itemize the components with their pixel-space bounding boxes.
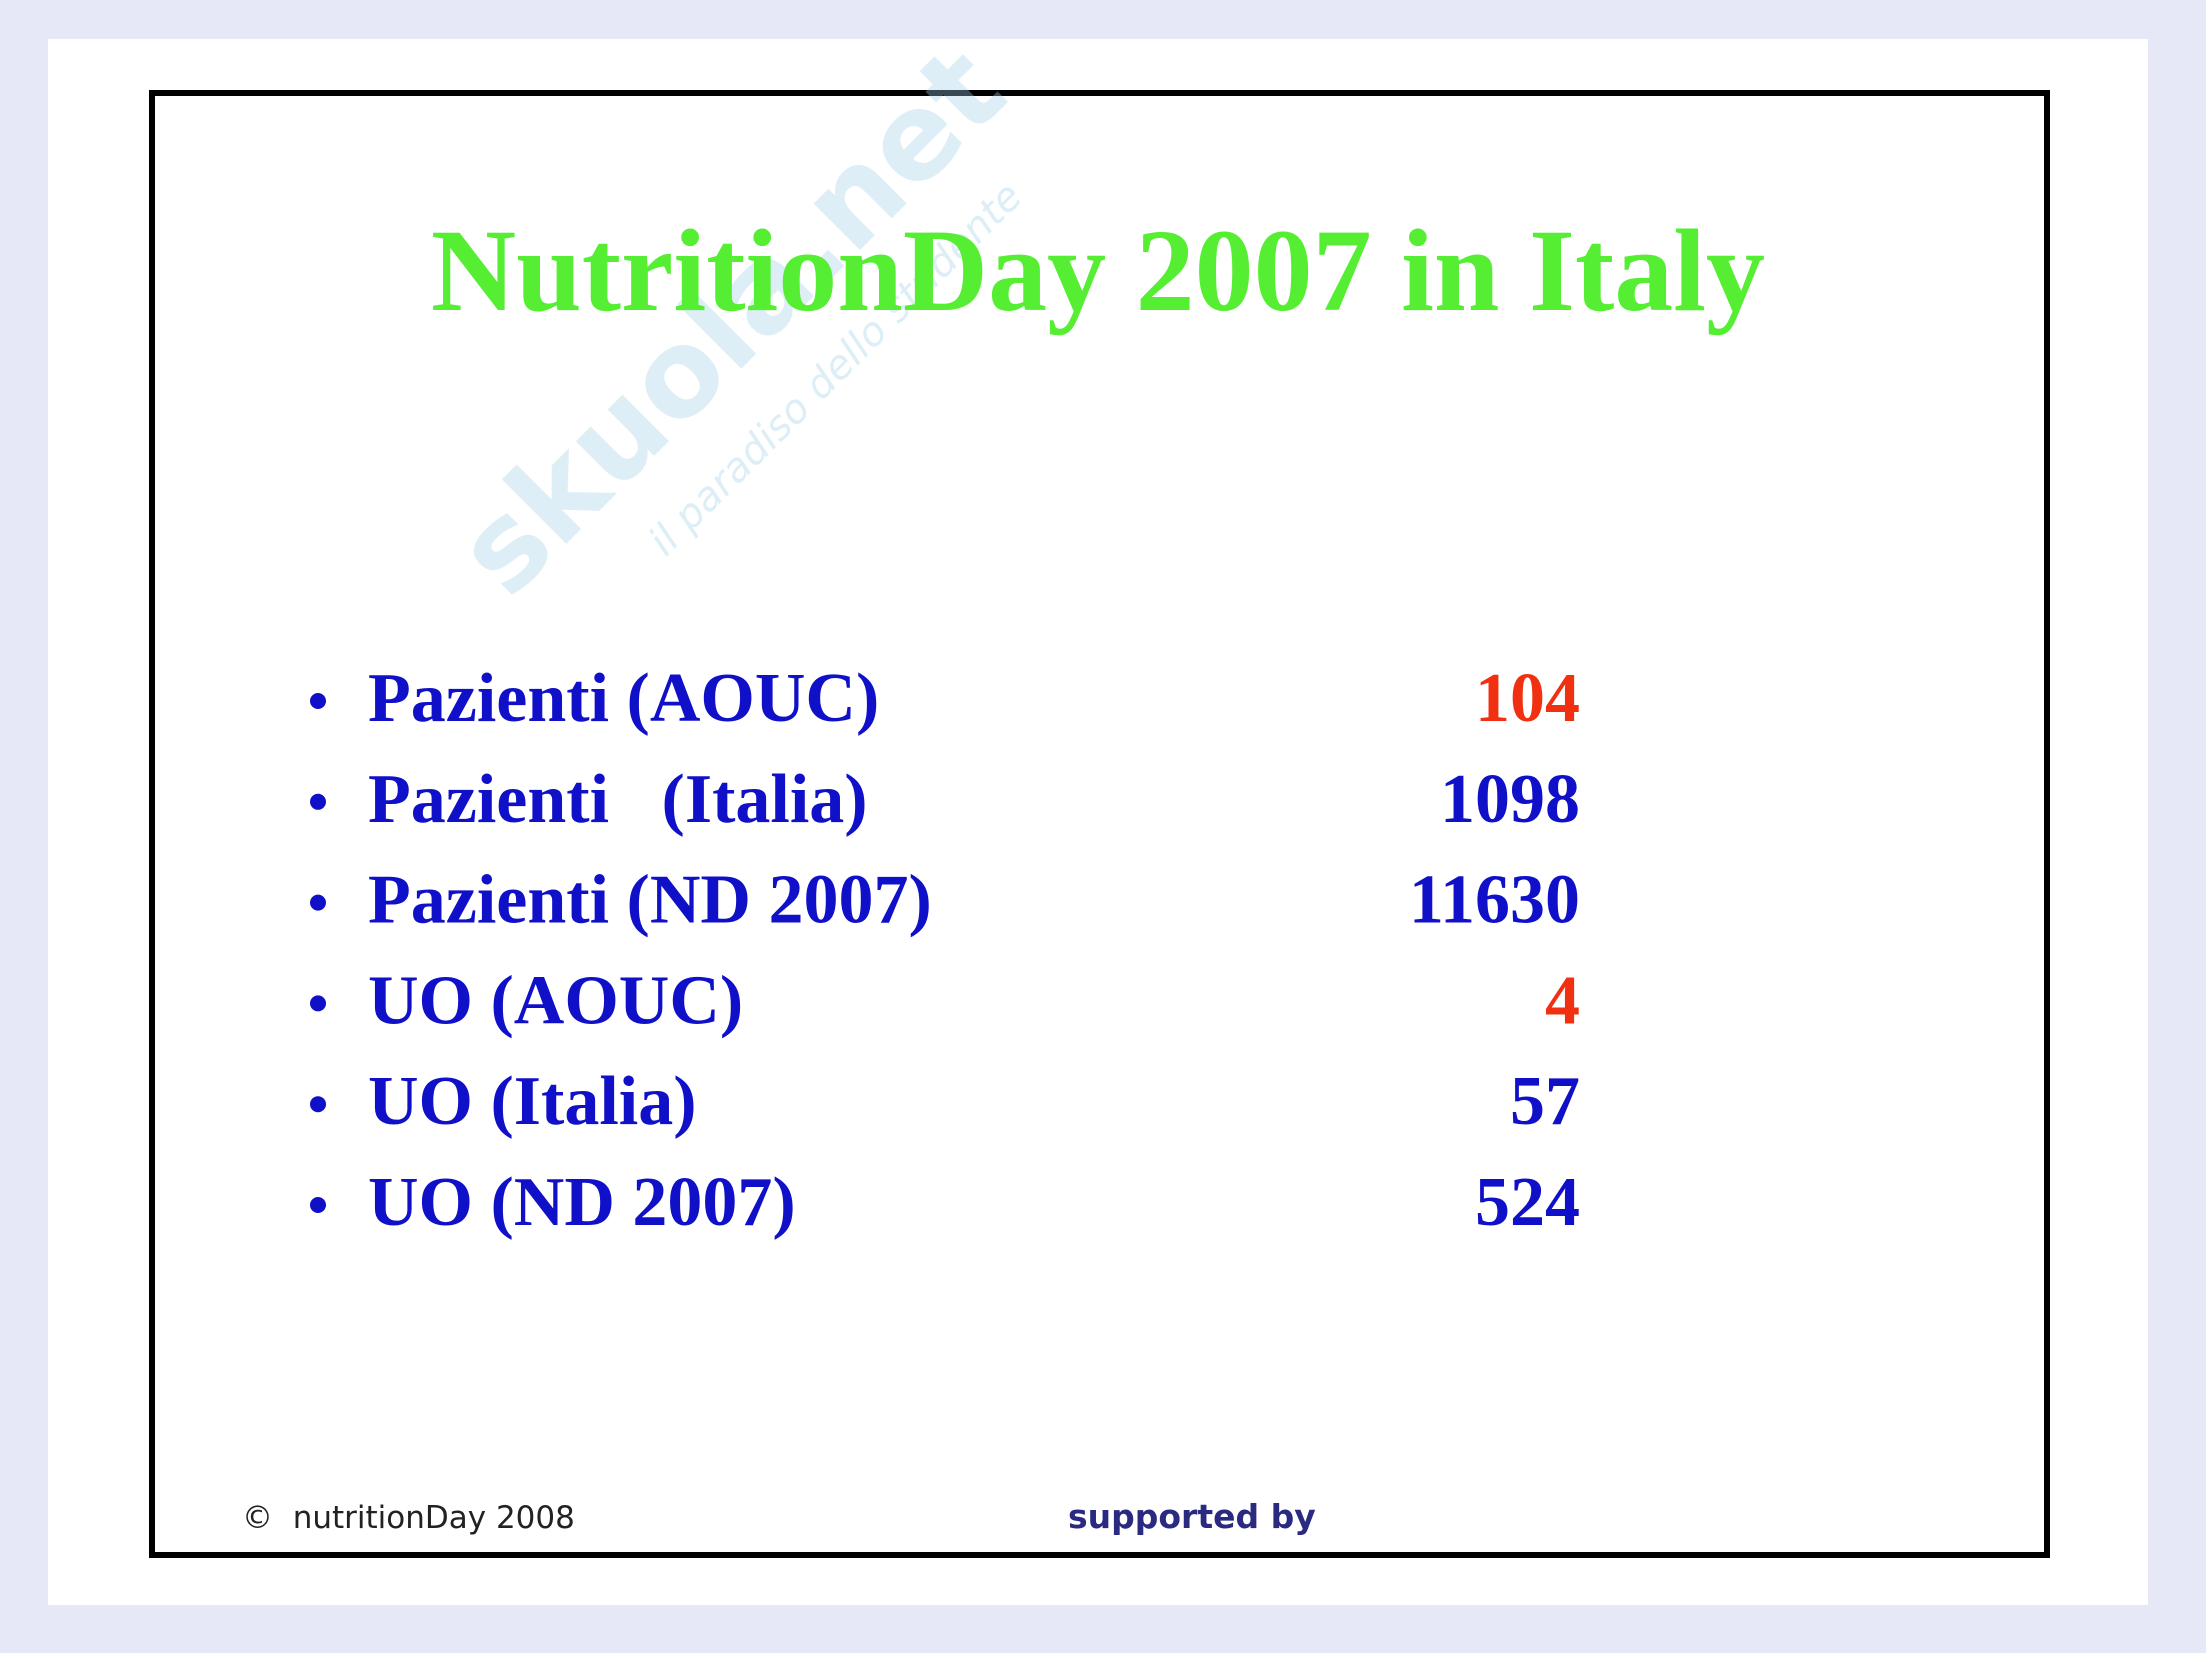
slide-border xyxy=(149,90,2050,1558)
item-label: Pazienti (ND 2007) xyxy=(368,862,932,939)
item-list: Pazienti (AOUC) 104 Pazienti (Italia) 1098 P… xyxy=(310,660,1580,1241)
item-label: Pazienti (Italia) xyxy=(368,761,868,838)
item-value: 1098 xyxy=(1440,761,1580,838)
item-value: 4 xyxy=(1545,962,1580,1039)
bullet xyxy=(310,793,326,810)
bullet xyxy=(310,1197,326,1213)
item-label: UO (ND 2007) xyxy=(368,1164,796,1241)
item-value: 524 xyxy=(1475,1164,1580,1241)
footer-supported: supported by xyxy=(1068,1497,1316,1536)
item-label: UO (AOUC) xyxy=(368,962,743,1039)
item-value: 11630 xyxy=(1409,862,1580,939)
slide-title: NutritionDay 2007 in Italy xyxy=(431,205,1765,336)
footer-copyright: © nutritionDay 2008 xyxy=(242,1500,575,1536)
bullet xyxy=(310,693,326,709)
bullet xyxy=(310,995,326,1012)
item-label: Pazienti (AOUC) xyxy=(368,660,879,737)
item-value: 57 xyxy=(1510,1063,1580,1140)
bullet xyxy=(310,1096,326,1113)
page-panel xyxy=(48,39,2148,1605)
bullet xyxy=(310,894,326,911)
item-label: UO (Italia) xyxy=(368,1063,697,1140)
item-value: 104 xyxy=(1475,660,1580,737)
